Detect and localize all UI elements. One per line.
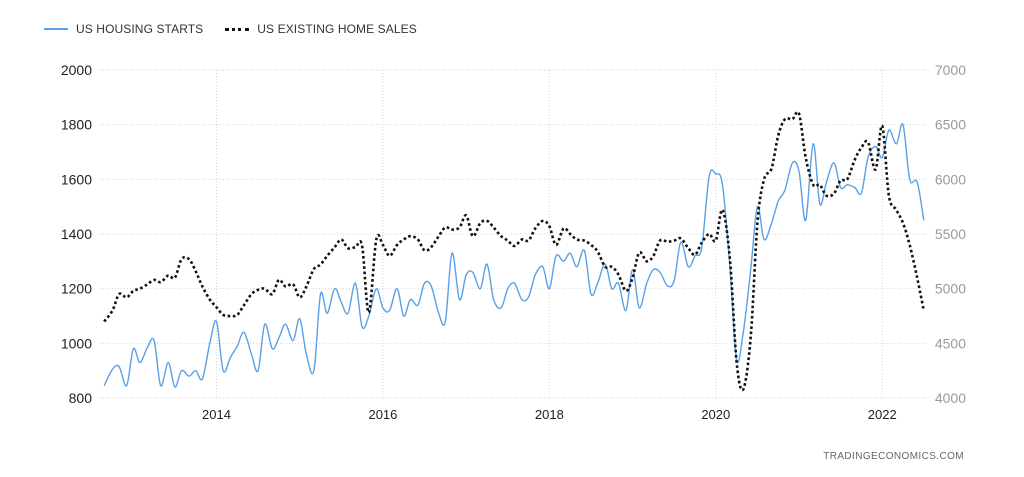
y-right-tick-label: 5000 — [935, 281, 966, 297]
legend-label-housing-starts: US HOUSING STARTS — [76, 22, 204, 36]
y-left-tick-label: 1000 — [61, 335, 92, 351]
y-right-tick-label: 4000 — [935, 390, 966, 406]
y-right-tick-label: 5500 — [935, 226, 966, 242]
gridlines — [100, 69, 928, 399]
series-line-existing-home-sales[interactable] — [103, 110, 926, 392]
left-axis-ticks: 800 1000 1200 1400 1600 1800 2000 — [61, 62, 92, 406]
series-lines — [103, 110, 926, 392]
chart-legend: US HOUSING STARTS US EXISTING HOME SALES — [44, 19, 439, 39]
y-left-tick-label: 1200 — [61, 281, 92, 297]
legend-item-housing-starts[interactable]: US HOUSING STARTS — [44, 22, 203, 36]
x-tick-label: 2022 — [868, 407, 897, 422]
y-left-tick-label: 1600 — [61, 171, 92, 187]
x-tick-label: 2016 — [368, 407, 397, 422]
y-left-tick-label: 1800 — [61, 117, 92, 133]
x-tick-label: 2018 — [535, 407, 564, 422]
right-axis-ticks: 4000 4500 5000 5500 6000 6500 7000 — [935, 62, 966, 406]
y-right-tick-label: 7000 — [935, 62, 966, 78]
y-left-tick-label: 1400 — [61, 226, 92, 242]
source-credit[interactable]: TRADINGECONOMICS.COM — [823, 451, 964, 462]
legend-label-existing-home-sales: US EXISTING HOME SALES — [257, 22, 417, 36]
legend-swatch-dotted — [225, 27, 250, 31]
y-right-tick-label: 6000 — [935, 171, 966, 187]
legend-swatch-solid — [44, 28, 68, 30]
y-right-tick-label: 4500 — [935, 335, 966, 351]
y-right-tick-label: 6500 — [935, 117, 966, 133]
x-axis-ticks: 2014 2016 2018 2020 2022 — [202, 407, 897, 422]
series-line-housing-starts[interactable] — [103, 123, 925, 388]
legend-item-existing-home-sales[interactable]: US EXISTING HOME SALES — [225, 22, 417, 36]
x-tick-label: 2020 — [701, 407, 730, 422]
y-left-tick-label: 2000 — [61, 62, 92, 78]
x-tick-label: 2014 — [202, 407, 231, 422]
y-left-tick-label: 800 — [69, 390, 93, 406]
